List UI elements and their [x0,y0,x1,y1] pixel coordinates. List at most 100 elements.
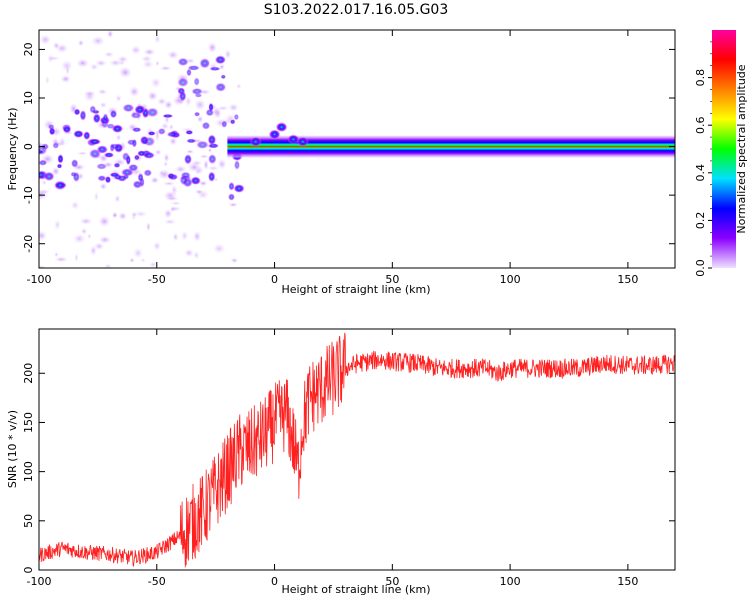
spectrogram-faint-blob [170,201,182,206]
spectrogram-faint-blob [174,165,187,174]
spectrogram-strong-blob [137,150,147,157]
spectrogram-faint-blob [89,63,99,71]
spectrogram-faint-blob [224,49,232,60]
spectrogram-strong-blob [125,154,131,166]
spectrogram-strong-blob [147,131,156,136]
spectrogram-strong-blob [88,138,102,145]
spectrogram-faint-blob [207,165,220,171]
spectrogram-strong-blob [146,107,159,118]
spectrogram-faint-blob [212,243,226,254]
spectrogram-strong-blob [194,93,203,98]
spectrogram-faint-blob [217,158,227,170]
spectrogram-strong-blob [230,119,236,125]
spectrogram-strong-blob [73,108,81,116]
spectrogram-faint-blob [118,66,132,79]
spectrogram-faint-blob [184,95,192,107]
spectrogram-faint-blob [162,181,176,186]
spectrogram-faint-blob [91,35,105,47]
spectrogram-faint-blob [196,115,204,123]
spectrogram-faint-blob [132,247,144,259]
spectrogram-faint-blob [184,248,194,258]
colorbar-label: Normalized spectral amplitude [735,64,748,233]
spectrogram-faint-blob [216,105,230,111]
x-tick-label: -50 [148,575,166,588]
spectrogram-faint-blob [143,48,156,56]
spectrogram-faint-blob [134,210,148,218]
x-tick-label: -100 [27,575,52,588]
spectrogram-strong-blob [185,130,194,135]
spectrogram-faint-blob [58,136,66,147]
spectrogram-strong-blob [214,55,227,65]
snr-series-line [39,332,675,568]
spectrogram-faint-blob [111,211,118,219]
spectrogram-strong-blob [122,103,135,113]
spectrogram-strong-blob [234,160,240,170]
y-tick-label: 50 [22,514,35,528]
spectrogram-strong-blob [166,131,179,138]
spectrogram-faint-blob [99,102,108,108]
spectrogram-faint-blob [87,233,92,240]
spectrogram-faint-blob [207,147,212,153]
spectrogram-strong-blob [39,149,44,154]
spectrogram-strong-blob [88,148,102,159]
spectrogram-faint-blob [150,77,162,89]
spectrogram-faint-blob [159,65,172,71]
spectrogram-strong-blob [167,172,175,179]
spectrogram-faint-blob [39,265,46,268]
spectrogram-faint-blob [94,191,99,202]
spectrogram-strong-blob [102,113,109,123]
spectrogram-strong-blob [96,163,108,170]
spectrogram-strong-blob [103,152,115,158]
spectrogram-strong-blob [134,105,146,115]
spectrogram-strong-blob [71,159,79,168]
spectrogram-strong-blob [131,127,142,133]
spectrogram-faint-blob [180,230,189,242]
spectrogram-faint-blob [94,242,105,251]
spectrogram-strong-blob [228,193,235,201]
spectrogram-strong-blob [201,121,211,130]
spectrogram-ridge-wiggle [296,136,309,147]
spectrogram-strong-blob [57,154,64,164]
figure-title: S103.2022.017.16.05.G03 [264,2,449,18]
spectrogram-strong-blob [47,124,55,130]
colorbar-gradient [712,30,736,268]
snr-y-axis-label: SNR (10 * v/v) [6,410,19,488]
spectrogram-strong-blob [109,143,121,150]
spectrogram-strong-blob [186,138,197,144]
spectrogram-faint-blob [194,98,207,111]
spectrogram-strong-blob [228,181,235,191]
spectrogram-faint-blob [228,103,239,112]
spectrogram-strong-blob [184,154,192,165]
spectrogram-faint-blob [170,184,178,197]
spectrogram-faint-blob [154,149,162,156]
spectrogram-faint-blob [228,202,239,208]
spectrogram-faint-blob [103,51,115,58]
spectrogram-faint-blob [172,232,179,242]
spectrogram-strong-blob [97,175,107,182]
colorbar-tick-label: 0.0 [694,259,707,277]
spectrogram-faint-blob [164,100,173,110]
spectrogram-strong-blob [194,111,201,117]
spectrogram-faint-blob [107,30,114,39]
spectrogram-faint-blob [128,85,140,98]
spectrogram-ridge-wiggle [287,134,300,145]
x-tick-label: 100 [500,273,521,286]
spectrogram-strong-blob [191,87,203,95]
spectrogram-strong-blob [72,171,80,183]
spectrogram-strong-blob [92,113,101,124]
spectrogram-strong-blob [111,124,124,133]
spectrogram-strong-blob [180,171,191,179]
spectrogram-faint-blob [98,215,111,228]
spectrogram-faint-blob [148,261,158,268]
spectrogram-faint-blob [41,180,47,186]
x-tick-label: -50 [148,273,166,286]
spectrogram-faint-blob [230,257,239,264]
spectrogram-faint-blob [114,194,121,204]
spectrogram-faint-blob [165,195,179,202]
spectrogram-faint-blob [97,88,108,95]
x-tick-label: 50 [385,273,399,286]
y-tick-label: -10 [22,186,35,204]
snr-ticks: -100 -50 0 50 100 150 0 50 100 150 200 [22,329,675,588]
spectrogram-strong-blob [73,130,84,138]
